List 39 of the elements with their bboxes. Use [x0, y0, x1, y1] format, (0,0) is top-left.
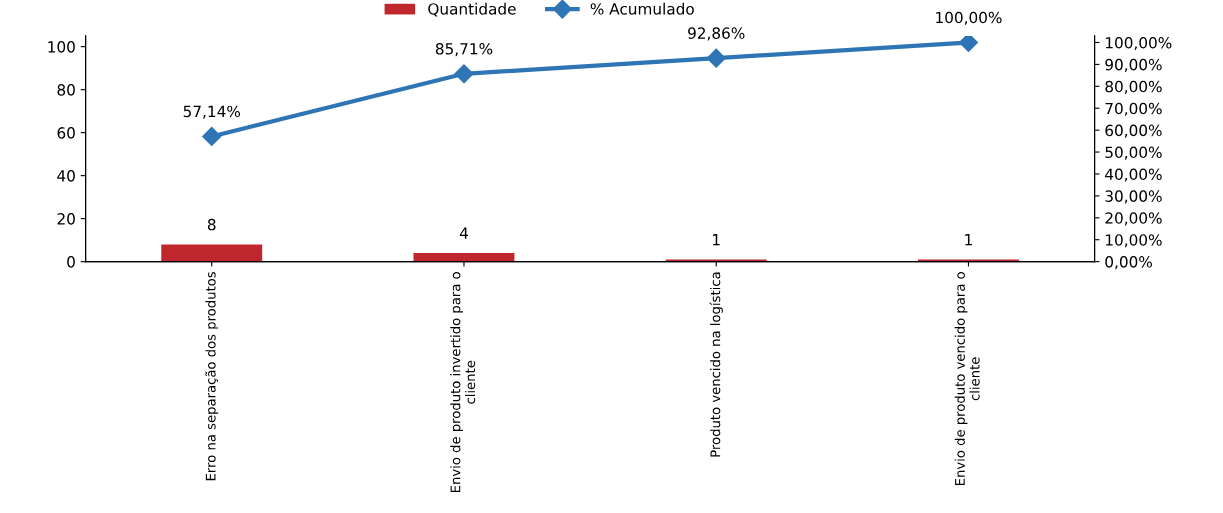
- y-tick-label: 100: [48, 41, 75, 53]
- data-label: 4: [459, 227, 468, 239]
- point: [454, 64, 474, 84]
- y2-tick-label: 0,00%: [1105, 256, 1152, 270]
- y2-tick-label: 10,00%: [1105, 234, 1162, 248]
- point: [958, 35, 978, 53]
- y-tick-label: 60: [57, 127, 75, 139]
- y2-tick-label: 50,00%: [1105, 146, 1162, 160]
- point: [202, 126, 222, 146]
- x-tick-label: Erro na separação dos produtos: [205, 272, 219, 481]
- bar: [918, 259, 1019, 262]
- bar: [665, 259, 767, 262]
- point: [706, 48, 726, 68]
- data-label: 8: [207, 218, 216, 231]
- legend-label: Quantidade: [428, 2, 516, 17]
- y2-tick-label: 100,00%: [1105, 36, 1172, 51]
- y-tick-label: 20: [57, 213, 75, 225]
- y2-tick-label: 40,00%: [1105, 168, 1162, 182]
- y2-tick-label: 60,00%: [1105, 124, 1162, 138]
- x-tick-label: Envio de produto invertido para o cliente: [450, 272, 476, 493]
- y-tick-label: 40: [57, 170, 75, 182]
- data-label: 57,14%: [183, 105, 241, 119]
- data-label: 85,71%: [435, 43, 493, 57]
- data-label: 100,00%: [936, 11, 1002, 25]
- data-label: 92,86%: [688, 27, 745, 41]
- data-label: 1: [713, 234, 720, 246]
- bar: [161, 244, 263, 262]
- y-tick-label: 0: [67, 256, 75, 268]
- data-label: 1: [965, 234, 972, 246]
- y2-tick-label: 70,00%: [1105, 102, 1162, 116]
- x-tick-label: Envio de produto vencido para o cliente: [954, 272, 980, 486]
- legend-label: % Acumulado: [590, 2, 694, 15]
- y2-tick-label: 30,00%: [1105, 190, 1162, 204]
- y2-tick-label: 80,00%: [1105, 80, 1162, 94]
- bar: [413, 253, 515, 262]
- y2-tick-label: 90,00%: [1105, 58, 1162, 72]
- y-tick-label: 80: [57, 84, 75, 96]
- x-tick-label: Produto vencido na logística: [709, 272, 723, 457]
- y2-tick-label: 20,00%: [1105, 212, 1162, 226]
